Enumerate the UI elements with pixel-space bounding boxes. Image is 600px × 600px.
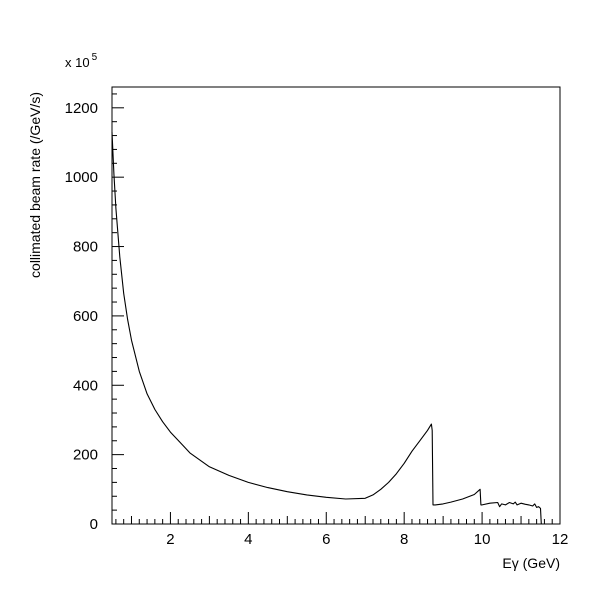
x-axis-title: Eγ (GeV) (502, 555, 560, 571)
y-tick-label: 400 (73, 377, 98, 394)
tick-labels: 2 4 6 8 10 12 0 200 400 600 800 1000 1200 (65, 100, 569, 548)
y-axis-title: collimated beam rate (/GeV/s) (27, 92, 43, 278)
plot-frame (111, 86, 561, 525)
series-layer (111, 132, 543, 525)
y-tick-label: 800 (73, 239, 98, 256)
y-tick-label: 0 (90, 516, 98, 533)
axis-ticks (112, 93, 561, 525)
x-tick-label: 6 (322, 531, 330, 548)
x-tick-label: 12 (552, 531, 569, 548)
y-tick-label: 1000 (65, 169, 98, 186)
x-tick-label: 4 (244, 531, 252, 548)
y-multiplier: x 10 5 (65, 52, 98, 70)
x-tick-label: 8 (400, 531, 408, 548)
y-tick-label: 1200 (65, 100, 98, 117)
x-tick-label: 2 (166, 531, 174, 548)
plot-border (111, 86, 561, 525)
y-tick-label: 600 (73, 308, 98, 325)
series-line-0 (111, 132, 543, 525)
y-tick-label: 200 (73, 447, 98, 464)
x-tick-label: 10 (474, 531, 491, 548)
